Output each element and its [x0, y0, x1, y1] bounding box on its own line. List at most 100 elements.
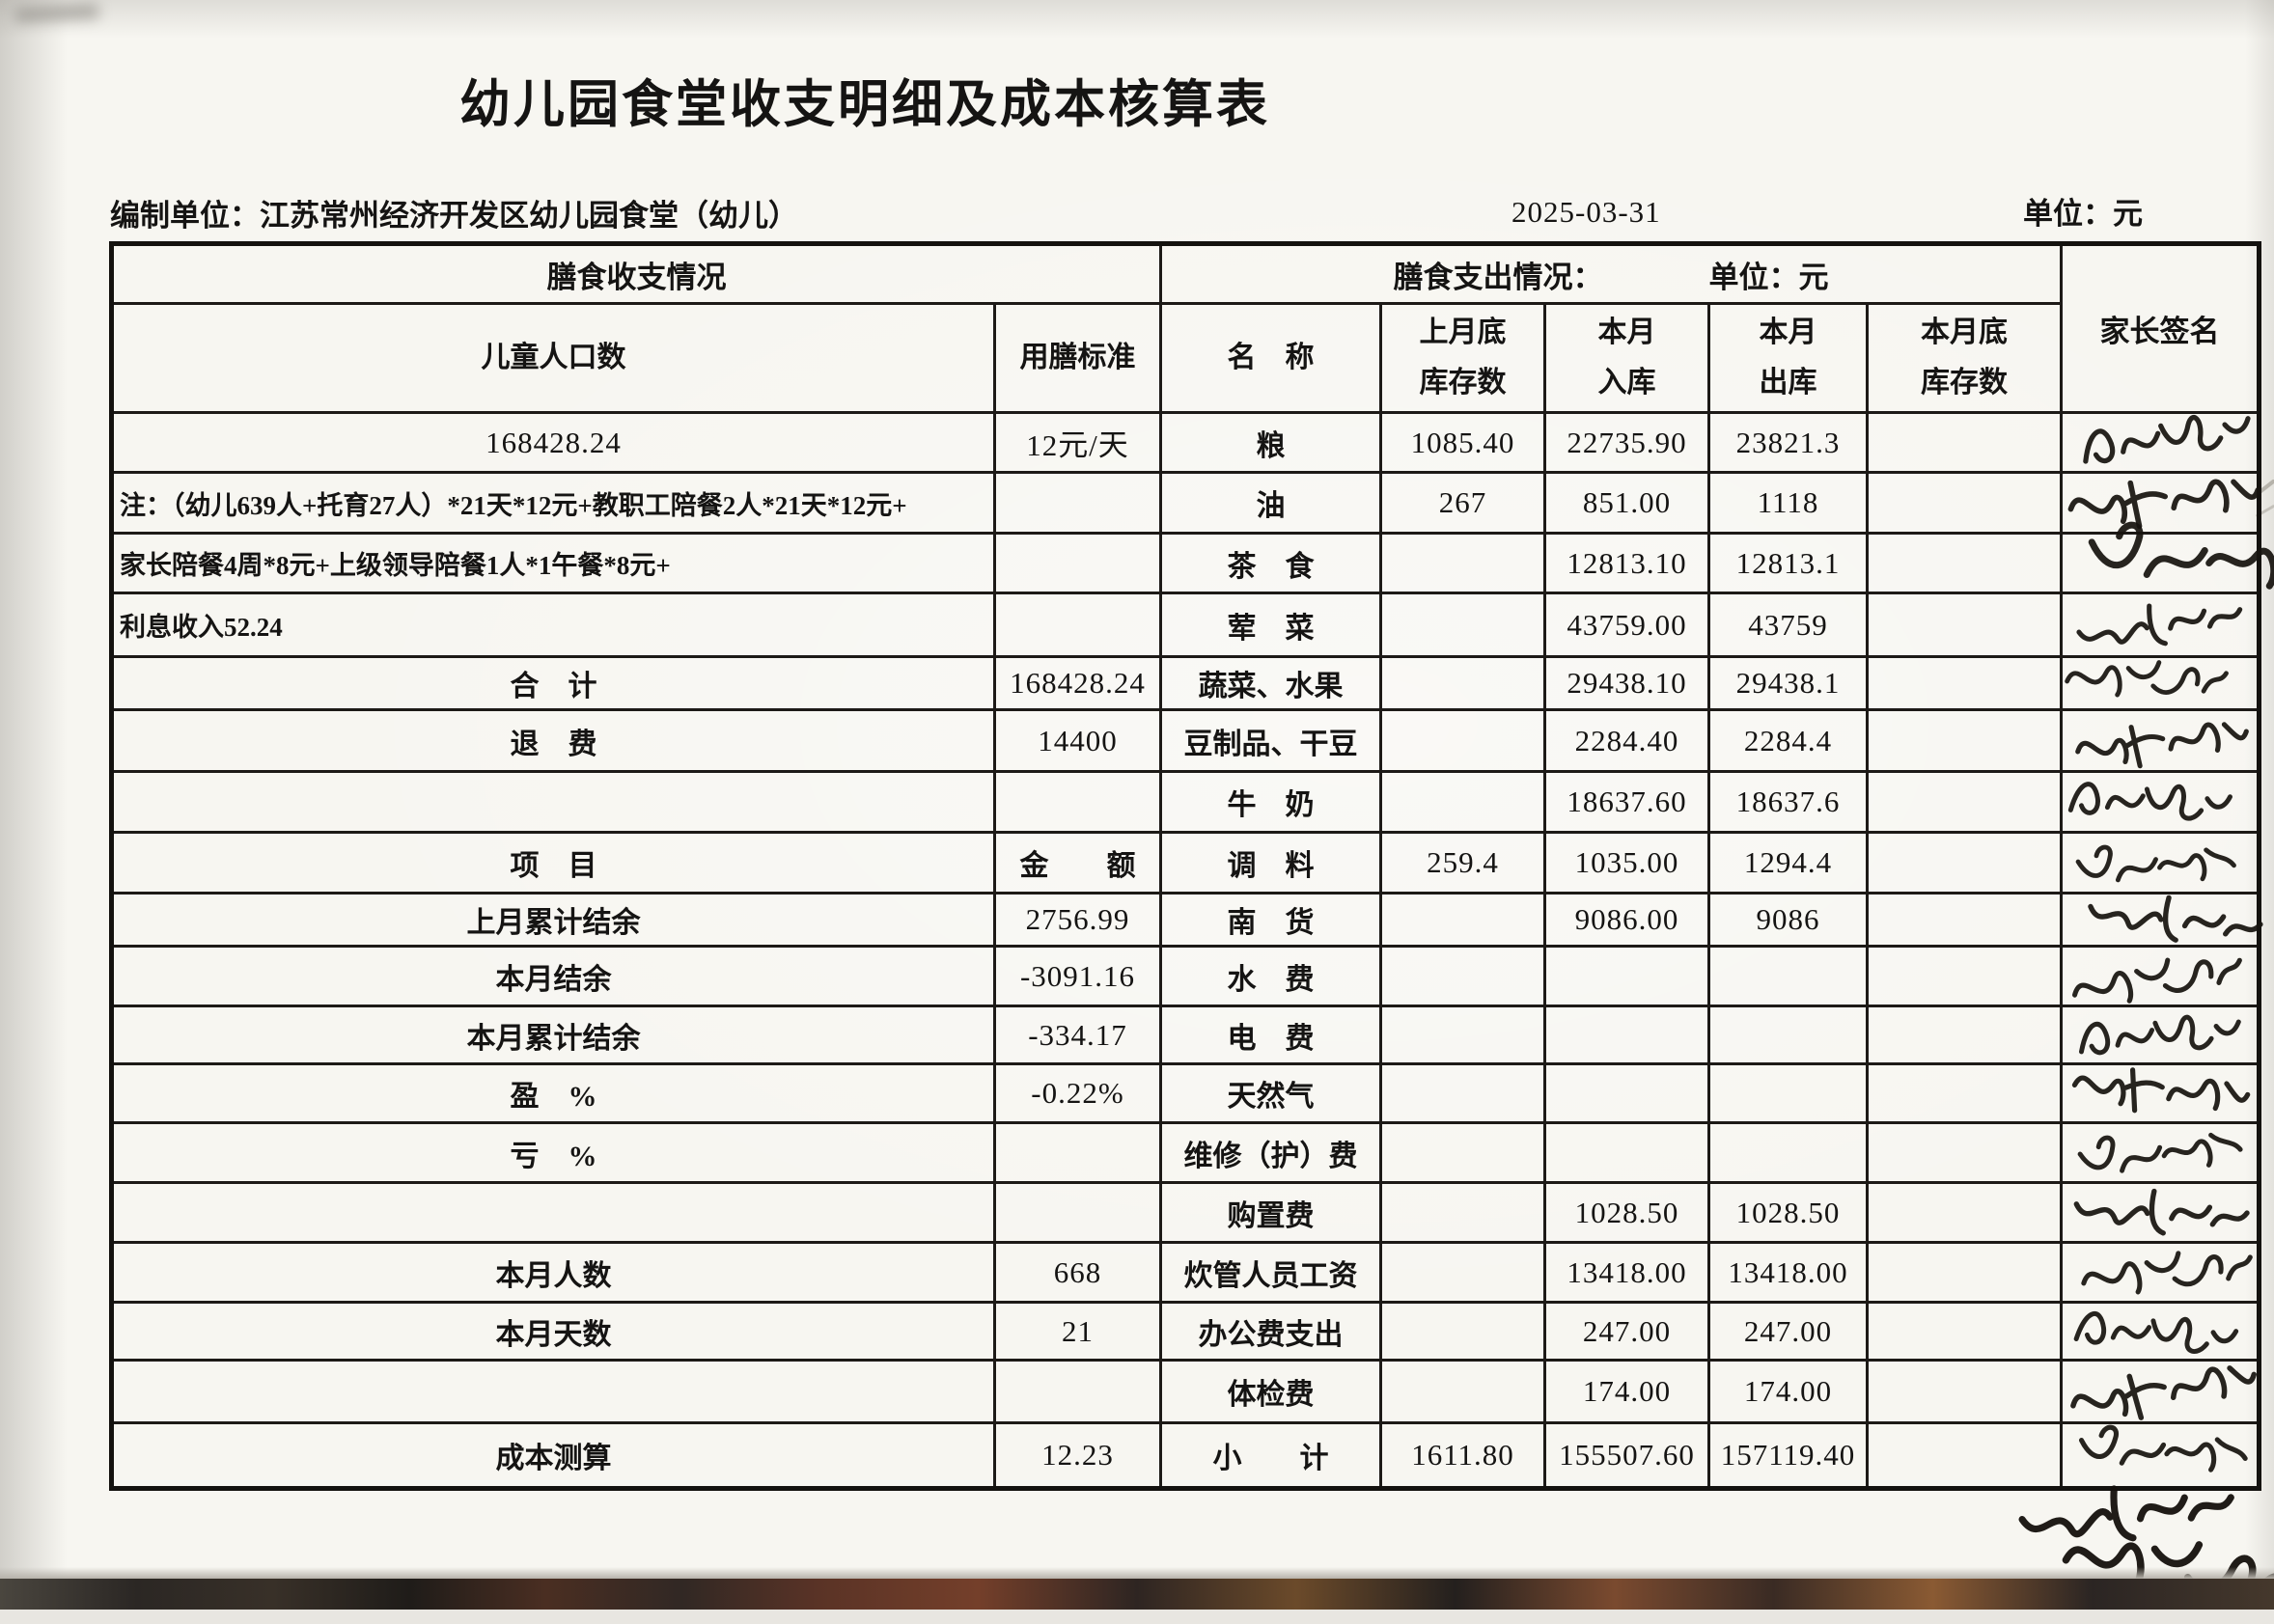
cell-r18-c4: 1611.80 [1379, 1421, 1546, 1490]
cell-r3-c7 [1866, 532, 2063, 594]
cell-r4-c2 [993, 592, 1162, 658]
column-header-end-month-stock: 本月底 库存数 [1866, 302, 2063, 414]
cell-r7-c5: 18637.60 [1543, 770, 1710, 834]
cell-r17-c5: 174.00 [1543, 1359, 1710, 1424]
table-row: 牛 奶 18637.60 18637.6 [110, 770, 2260, 834]
currency-unit-label: 单位：元 [2023, 197, 2143, 231]
cell-r14-c3: 购置费 [1159, 1181, 1382, 1244]
cell-r5-c7 [1866, 655, 2063, 711]
cell-r7-c2 [993, 770, 1162, 834]
cell-r14-c4 [1379, 1181, 1546, 1244]
cell-r5-c3: 蔬菜、水果 [1159, 655, 1382, 711]
photo-floor-strip [0, 1579, 2274, 1610]
cell-r5-c6: 29438.1 [1707, 655, 1869, 711]
cell-r7-c4 [1379, 770, 1546, 834]
cell-r13-c6 [1707, 1121, 1869, 1184]
table-row: 退 费 14400 豆制品、干豆 2284.40 2284.4 [110, 708, 2260, 773]
cell-r6-c7 [1866, 708, 2063, 773]
table-row: 上月累计结余 2756.99 南 货 9086.00 9086 [110, 892, 2263, 948]
cell-r12-c6 [1707, 1062, 1869, 1124]
cell-r12-c1: 盈 % [110, 1062, 996, 1124]
cell-r11-c5 [1543, 1005, 1710, 1065]
cell-r5-c4 [1379, 655, 1546, 711]
cell-r16-c7 [1866, 1301, 2063, 1362]
table-row: 体检费 174.00 174.00 [110, 1359, 2260, 1424]
signature-cell [2060, 655, 2260, 711]
cell-r1-c2: 12元/天 [993, 411, 1162, 474]
cell-r12-c3: 天然气 [1159, 1062, 1382, 1124]
cell-r4-c7 [1866, 592, 2063, 658]
cell-r11-c3: 电 费 [1159, 1005, 1382, 1065]
cell-r16-c6: 247.00 [1707, 1301, 1869, 1362]
cell-r1-c3: 粮 [1159, 411, 1382, 474]
table-row: 本月累计结余 -334.17 电 费 [110, 1005, 2260, 1065]
signature-cell [2060, 1301, 2260, 1362]
signature-ink [2071, 1003, 2247, 1071]
report-date: 2025-03-31 [1511, 195, 1661, 229]
signature-cell [2060, 411, 2260, 474]
cell-r6-c5: 2284.40 [1543, 708, 1710, 773]
cell-r13-c7 [1866, 1121, 2063, 1184]
cell-r5-c2: 168428.24 [993, 655, 1162, 711]
table-row: 本月结余 -3091.16 水 费 [110, 945, 2260, 1007]
signature-cell [2060, 1359, 2260, 1424]
cell-r15-c2: 668 [993, 1241, 1162, 1304]
cell-r17-c7 [1866, 1359, 2063, 1424]
signature-ink [2072, 1234, 2255, 1311]
cell-r11-c1: 本月累计结余 [110, 1005, 996, 1065]
table-row: 合 计 168428.24 蔬菜、水果 29438.10 29438.1 [110, 655, 2260, 711]
cell-r10-c3: 水 费 [1159, 945, 1382, 1007]
signature-column-header: 家长签名 [2060, 242, 2260, 414]
signature-ink [2061, 766, 2238, 840]
table-row: 成本测算 12.23 小 计 1611.80 155507.60 157119.40 [110, 1421, 2260, 1490]
cell-r5-c5: 29438.10 [1543, 655, 1710, 711]
cell-r9-c3: 南 货 [1159, 892, 1382, 948]
cell-r18-c5: 155507.60 [1543, 1421, 1710, 1490]
cell-r15-c6: 13418.00 [1707, 1241, 1869, 1304]
cell-r2-c5: 851.00 [1543, 471, 1710, 535]
cell-r7-c1 [110, 770, 996, 834]
cell-r15-c3: 炊管人员工资 [1159, 1241, 1382, 1304]
table-row: 本月人数 668 炊管人员工资 13418.00 13418.00 [110, 1241, 2260, 1304]
cell-r8-c2: 金 额 [993, 831, 1162, 895]
table-row: 项 目金 额调 料 259.4 1035.00 1294.4 [110, 831, 2260, 895]
signature-cell [2060, 1241, 2260, 1304]
accounting-table: 膳食收支情况 膳食支出情况： 单位：元 家长签名 儿童人口数 用膳标准 名 称 … [109, 241, 2274, 1491]
cell-r4-c5: 43759.00 [1543, 592, 1710, 658]
cell-r9-c4 [1379, 892, 1546, 948]
cell-r10-c2: -3091.16 [993, 945, 1162, 1007]
cell-r15-c5: 13418.00 [1543, 1241, 1710, 1304]
cell-r2-c3: 油 [1159, 471, 1382, 535]
cell-r18-c3: 小 计 [1159, 1421, 1382, 1490]
cell-r2-c1: 注：（幼儿639人+托育27人）*21天*12元+教职工陪餐2人*21天*12元… [110, 471, 996, 535]
prepared-by-label: 编制单位：江苏常州经济开发区幼儿园食堂（幼儿） [110, 199, 798, 233]
cell-r16-c4 [1379, 1301, 1546, 1362]
cell-r12-c5 [1543, 1062, 1710, 1124]
cell-r4-c6: 43759 [1707, 592, 1869, 658]
signature-ink [2061, 1175, 2252, 1252]
signature-cell [2060, 471, 2261, 535]
cell-r13-c3: 维修（护）费 [1159, 1121, 1382, 1184]
cell-r2-c7 [1866, 471, 2063, 535]
main-table: 膳食收支情况 膳食支出情况： 单位：元 家长签名 儿童人口数 用膳标准 名 称 … [109, 241, 2274, 1491]
cell-r13-c5 [1543, 1121, 1710, 1184]
cell-r13-c1: 亏 % [110, 1121, 996, 1184]
signature-cell [2060, 592, 2260, 658]
signature-cell [2060, 521, 2274, 594]
table-row: 购置费 1028.50 1028.50 [110, 1181, 2260, 1244]
cell-r15-c4 [1379, 1241, 1546, 1304]
cell-r1-c4: 1085.40 [1379, 411, 1546, 474]
expense-unit-label: 单位：元 [1708, 260, 1829, 294]
cell-r16-c2: 21 [993, 1301, 1162, 1362]
cell-r3-c5: 12813.10 [1543, 532, 1710, 594]
cell-r9-c2: 2756.99 [993, 892, 1162, 948]
cell-r17-c6: 174.00 [1707, 1359, 1869, 1424]
cell-r3-c3: 茶 食 [1159, 532, 1382, 594]
income-section-header: 膳食收支情况 [110, 242, 1162, 305]
cell-r12-c4 [1379, 1062, 1546, 1124]
cell-r8-c3: 调 料 [1159, 831, 1382, 895]
cell-r1-c1: 168428.24 [110, 411, 996, 474]
cell-r14-c1 [110, 1181, 996, 1244]
